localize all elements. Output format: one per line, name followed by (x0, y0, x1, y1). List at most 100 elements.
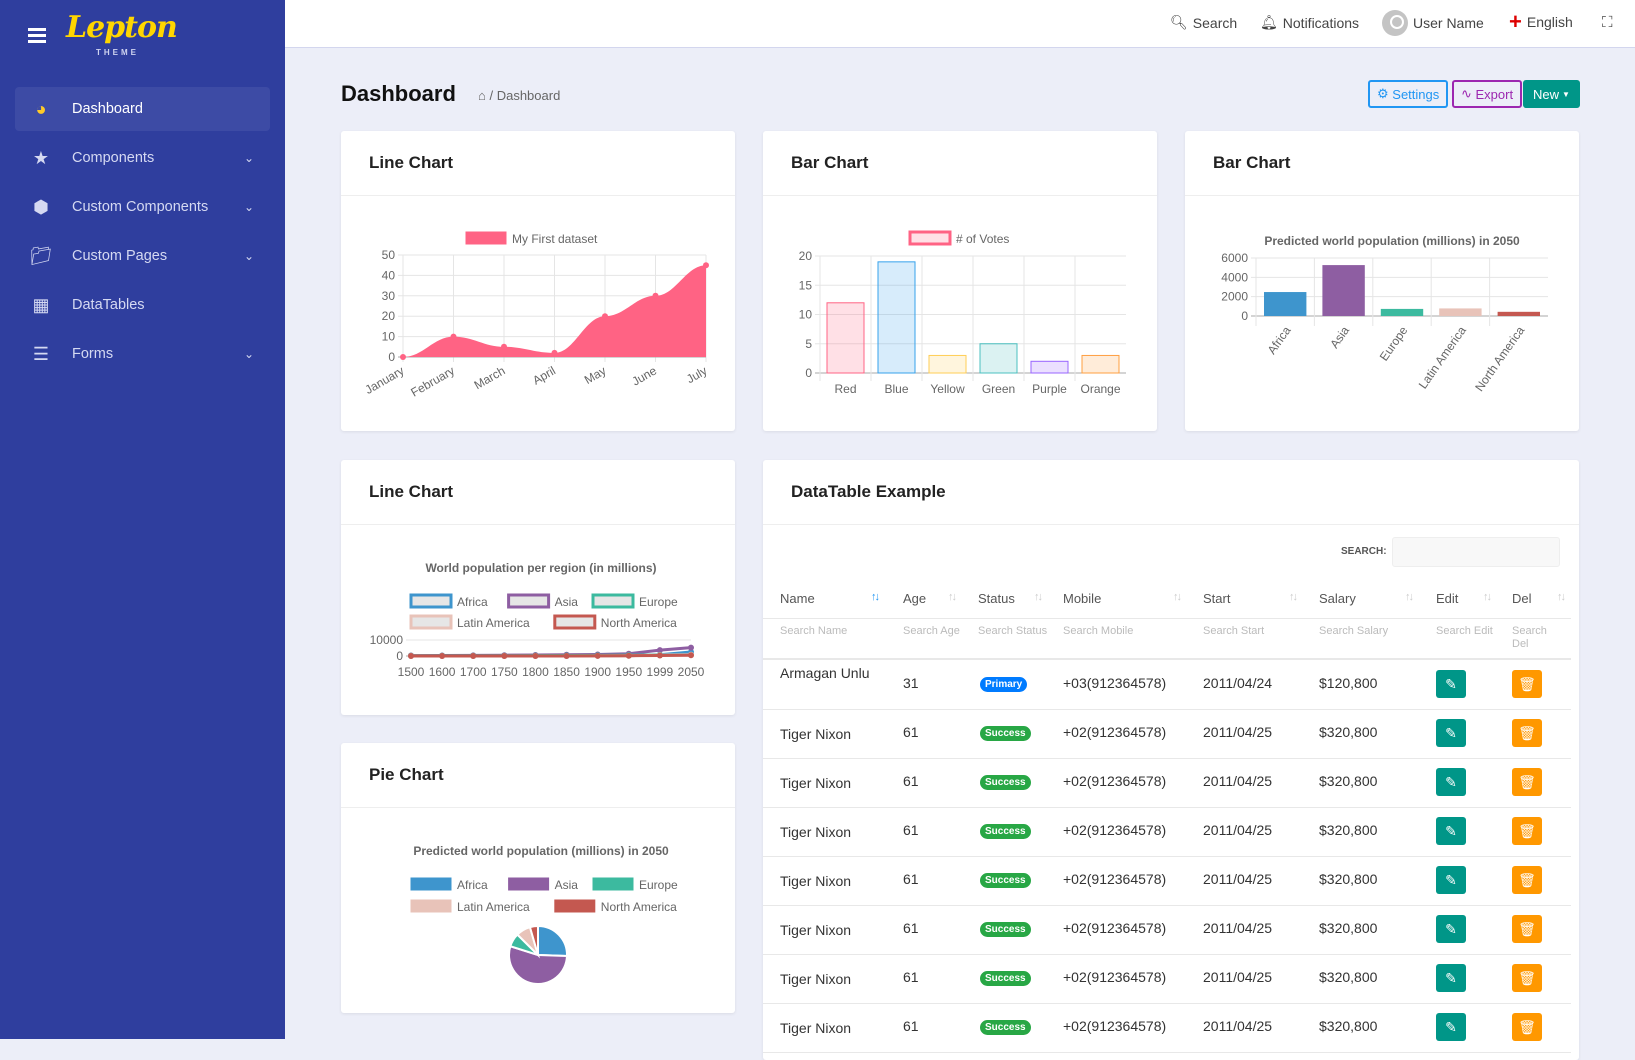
cell-salary: $320,800 (1319, 1018, 1378, 1034)
search-label: SEARCH: (1341, 546, 1387, 557)
edit-button[interactable]: ✎ (1436, 817, 1466, 845)
column-header-salary[interactable]: Salary (1319, 591, 1356, 606)
cell-name: Tiger Nixon (780, 824, 852, 840)
status-badge: Primary (980, 677, 1028, 692)
legend-label: Latin America (457, 616, 530, 630)
x-tick-label: April (530, 363, 558, 387)
delete-button[interactable]: 🗑︎ (1512, 670, 1542, 698)
bar (1081, 354, 1120, 374)
sort-icon[interactable]: ↑↓ (1557, 591, 1566, 603)
column-header-start[interactable]: Start (1203, 591, 1231, 606)
edit-button[interactable]: ✎ (1436, 964, 1466, 992)
filter-input-start[interactable]: Search Start (1203, 625, 1265, 637)
sidebar-item-components[interactable]: ★ Components ⌄ (15, 136, 270, 180)
pie-slice (508, 944, 569, 985)
new-button[interactable]: New ▼ (1523, 80, 1580, 108)
cell-salary: $320,800 (1319, 822, 1378, 838)
language-selector[interactable]: + English (1509, 11, 1573, 33)
bar (928, 354, 967, 374)
user-name: User Name (1413, 15, 1484, 31)
data-point (551, 349, 558, 356)
delete-button[interactable]: 🗑︎ (1512, 719, 1542, 747)
legend-label: Europe (639, 595, 678, 609)
legend-label: Latin America (457, 900, 530, 914)
edit-button[interactable]: ✎ (1436, 719, 1466, 747)
table-search-input[interactable] (1392, 537, 1560, 567)
edit-button[interactable]: ✎ (1436, 768, 1466, 796)
list-icon: ☰ (32, 343, 50, 364)
x-tick-label: 1900 (584, 665, 611, 679)
legend-label: Africa (457, 878, 488, 892)
sort-icon[interactable]: ↑↓ (1405, 591, 1414, 603)
x-tick-label: Yellow (930, 382, 965, 396)
data-point (400, 354, 406, 360)
delete-button[interactable]: 🗑︎ (1512, 915, 1542, 943)
filter-input-mobile[interactable]: Search Mobile (1063, 625, 1134, 637)
sort-icon[interactable]: ↑↓ (1034, 591, 1043, 603)
legend-label: North America (601, 900, 677, 914)
logo[interactable]: Lepton THEME (66, 10, 178, 58)
column-header-age[interactable]: Age (903, 591, 927, 606)
bar (877, 261, 916, 374)
filter-input-edit[interactable]: Search Edit (1436, 625, 1493, 637)
sidebar-item-custom-pages[interactable]: 📁︎ Custom Pages ⌄ (15, 234, 270, 278)
fullscreen-icon[interactable]: ⛶ (1602, 14, 1613, 31)
user-menu[interactable]: User Name (1382, 10, 1484, 36)
sidebar-nav: ◕ Dashboard ★ Components ⌄ ⬢ Custom Components… (15, 87, 270, 381)
menu-toggle-icon[interactable] (28, 28, 46, 44)
edit-button[interactable]: ✎ (1436, 670, 1466, 698)
status-badge: Success (980, 775, 1031, 790)
edit-button[interactable]: ✎ (1436, 866, 1466, 894)
settings-button[interactable]: ⚙ Settings (1368, 80, 1449, 108)
chevron-down-icon: ⌄ (243, 200, 254, 214)
column-header-del[interactable]: Del (1512, 591, 1532, 606)
y-tick-label: 20 (382, 309, 396, 323)
search-button[interactable]: 🔍︎ Search (1170, 14, 1237, 31)
delete-button[interactable]: 🗑︎ (1512, 817, 1542, 845)
cell-age: 61 (903, 920, 919, 936)
edit-button[interactable]: ✎ (1436, 1013, 1466, 1041)
delete-button[interactable]: 🗑︎ (1512, 964, 1542, 992)
column-header-mobile[interactable]: Mobile (1063, 591, 1102, 606)
column-header-name[interactable]: Name (780, 591, 815, 606)
data-point (532, 652, 539, 659)
pencil-icon: ✎ (1445, 675, 1457, 692)
column-header-status[interactable]: Status (978, 591, 1015, 606)
y-tick-label: 15 (799, 278, 813, 292)
filter-input-del[interactable]: Search Del (1512, 625, 1547, 650)
y-tick-label: 5 (805, 337, 812, 351)
sidebar-item-datatables[interactable]: ▦ DataTables (15, 283, 270, 327)
filter-input-age[interactable]: Search Age (903, 625, 960, 637)
cell-name: Tiger Nixon (780, 726, 852, 742)
edit-button[interactable]: ✎ (1436, 915, 1466, 943)
sidebar-item-forms[interactable]: ☰ Forms ⌄ (15, 332, 270, 376)
y-tick-label: 0 (805, 366, 812, 380)
home-icon[interactable]: ⌂ (478, 88, 486, 103)
data-point (652, 292, 659, 299)
sort-icon[interactable]: ↑↓ (1289, 591, 1298, 603)
sidebar-item-dashboard[interactable]: ◕ Dashboard (15, 87, 270, 131)
logo-text: Lepton (66, 10, 178, 45)
y-tick-label: 10 (382, 330, 396, 344)
sort-icon[interactable]: ↑↓ (948, 591, 957, 603)
sidebar-item-custom-components[interactable]: ⬢ Custom Components ⌄ (15, 185, 270, 229)
y-tick-label: 30 (382, 289, 396, 303)
card-title: Bar Chart (1213, 153, 1291, 172)
legend-label: Asia (555, 595, 579, 609)
delete-button[interactable]: 🗑︎ (1512, 866, 1542, 894)
export-button[interactable]: ∿ Export (1452, 80, 1523, 108)
column-header-edit[interactable]: Edit (1436, 591, 1459, 606)
sort-icon[interactable]: ↑↓ (1483, 591, 1492, 603)
filter-input-name[interactable]: Search Name (780, 625, 848, 637)
pie-slice (528, 924, 539, 956)
delete-button[interactable]: 🗑︎ (1512, 768, 1542, 796)
delete-button[interactable]: 🗑︎ (1512, 1013, 1542, 1041)
filter-input-status[interactable]: Search Status (978, 625, 1048, 637)
sort-icon[interactable]: ↑↓ (1173, 591, 1182, 603)
bell-icon: 🔔︎ (1260, 14, 1278, 30)
notifications-button[interactable]: 🔔︎ Notifications (1260, 14, 1359, 31)
sort-icon[interactable]: ↑↓ (871, 591, 880, 603)
series-line (410, 653, 692, 658)
filter-input-salary[interactable]: Search Salary (1319, 625, 1389, 637)
cell-salary: $320,800 (1319, 773, 1378, 789)
